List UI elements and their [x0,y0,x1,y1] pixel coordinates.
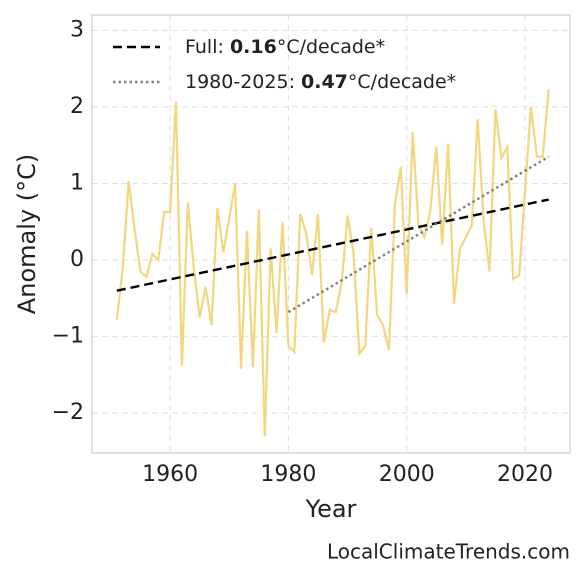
x-tick-label: 2020 [497,462,553,487]
y-tick-label: −2 [52,400,84,425]
footer: LocalClimateTrends.com [327,540,570,564]
legend-text-part: 0.16 [230,36,277,58]
y-tick-label: −1 [52,324,84,349]
legend-text-part: 1980-2025: [185,71,301,93]
y-axis-label: Anomaly (°C) [13,154,41,314]
y-tick-label: 1 [70,170,84,195]
x-tick-label: 2000 [379,462,435,487]
data-line [115,89,550,437]
x-tick-label: 1980 [260,462,316,487]
legend-text-part: °C/decade* [277,36,385,58]
legend-text-part: Full: [185,36,230,58]
legend-text-part: 0.47 [301,71,348,93]
trend-line [287,155,550,314]
y-tick-label: 2 [70,94,84,119]
legend-text-part: °C/decade* [348,71,456,93]
plot-frame [91,14,571,454]
trend-line [116,198,549,292]
y-tick-label: 3 [70,17,84,42]
legend-label: 1980-2025: 0.47°C/decade* [185,71,456,93]
x-axis-label: Year [305,495,357,523]
y-tick-label: 0 [70,247,84,272]
legend-label: Full: 0.16°C/decade* [185,36,385,58]
x-tick-label: 1960 [142,462,198,487]
